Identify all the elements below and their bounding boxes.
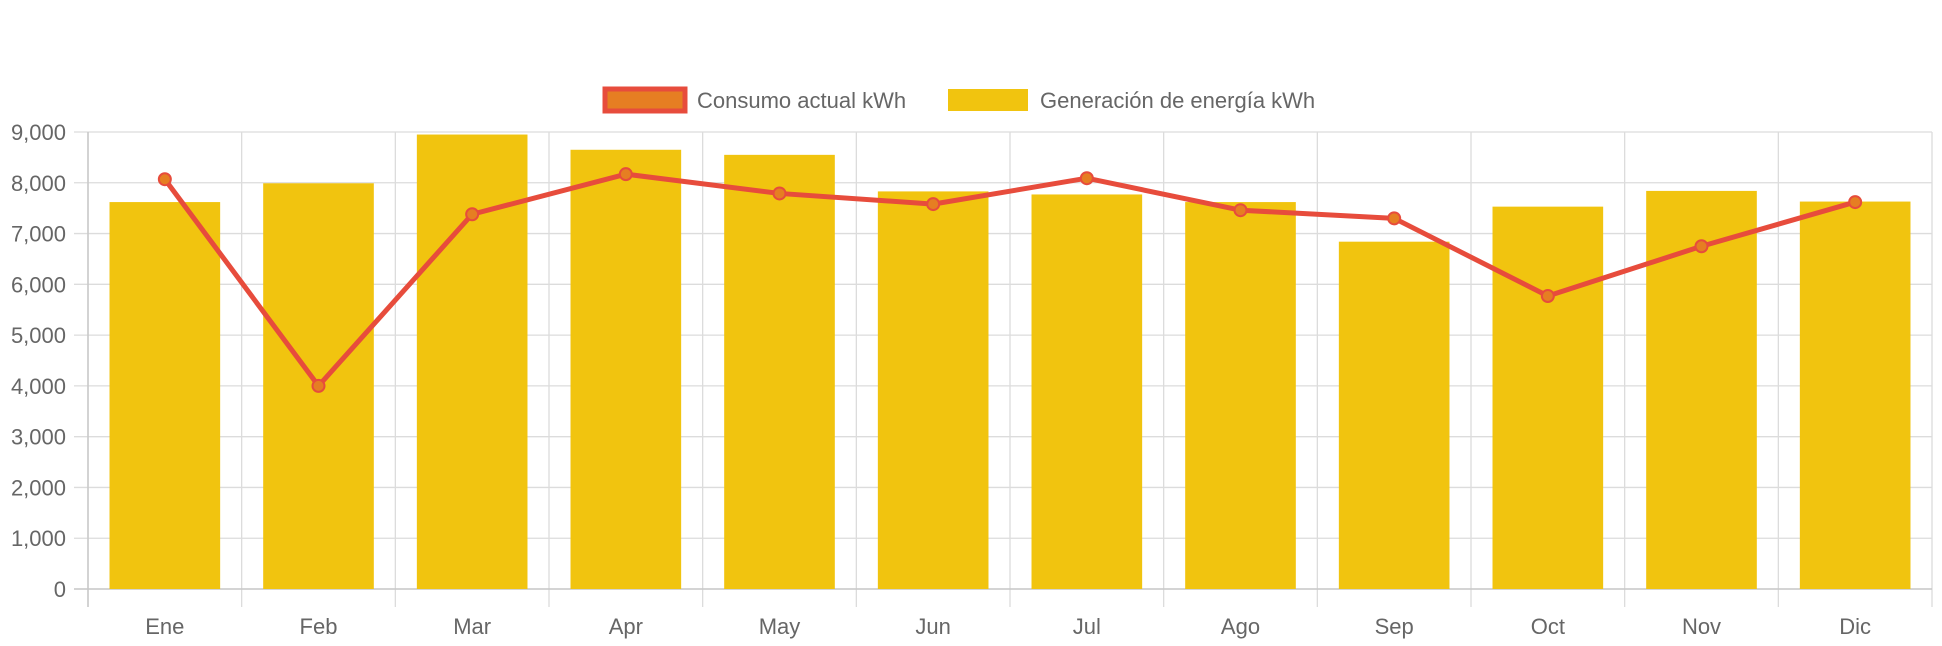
point-may: [772, 186, 787, 201]
y-tick-label: 3,000: [11, 425, 66, 450]
legend-label-generation: Generación de energía kWh: [1040, 88, 1315, 113]
grid: [74, 131, 1933, 607]
bar-jun: [877, 191, 989, 589]
bar-dic: [1799, 201, 1911, 589]
legend-swatch-generation: [948, 89, 1028, 111]
x-tick-label: May: [759, 614, 801, 639]
x-tick-label: Dic: [1839, 614, 1871, 639]
point-ago: [1233, 203, 1248, 218]
y-tick-label: 7,000: [11, 222, 66, 247]
point-oct: [1540, 289, 1555, 304]
y-tick-label: 8,000: [11, 171, 66, 196]
y-axis-ticks: 0 1,000 2,000 3,000 4,000 5,000 6,000 7,000 8,00…: [11, 120, 66, 602]
point-feb: [311, 378, 326, 393]
point-jul: [1079, 171, 1094, 186]
legend-item-generation[interactable]: Generación de energía kWh: [948, 88, 1315, 113]
x-tick-label: Ago: [1221, 614, 1260, 639]
y-tick-label: 9,000: [11, 120, 66, 145]
point-jun: [926, 197, 941, 212]
point-sep: [1387, 211, 1402, 226]
bar-oct: [1492, 206, 1604, 590]
x-tick-label: Ene: [145, 614, 184, 639]
consumption-line-path: [162, 171, 1858, 389]
point-apr: [618, 167, 633, 182]
point-ene: [157, 172, 172, 187]
legend-swatch-consumption: [602, 86, 688, 114]
bar-jul: [1031, 194, 1143, 589]
y-tick-label: 4,000: [11, 374, 66, 399]
bar-sep: [1338, 241, 1450, 589]
point-dic: [1848, 195, 1863, 210]
y-tick-label: 0: [54, 577, 66, 602]
generation-bars: [109, 134, 1911, 590]
x-tick-label: Jul: [1073, 614, 1101, 639]
x-tick-label: Jun: [915, 614, 950, 639]
point-nov: [1694, 239, 1709, 254]
bar-ago: [1185, 202, 1296, 589]
x-axis-ticks: Ene Feb Mar Apr May Jun Jul Ago Sep Oct Nov Dic: [145, 614, 1871, 639]
consumption-line: [157, 167, 1863, 393]
y-tick-label: 5,000: [11, 323, 66, 348]
bar-apr: [570, 149, 682, 589]
x-tick-label: Apr: [609, 614, 643, 639]
x-tick-label: Mar: [453, 614, 491, 639]
x-tick-label: Sep: [1375, 614, 1414, 639]
x-tick-label: Nov: [1682, 614, 1721, 639]
legend-item-consumption[interactable]: Consumo actual kWh: [602, 86, 906, 114]
bar-may: [724, 154, 835, 589]
bar-ene: [109, 202, 221, 589]
x-tick-label: Oct: [1531, 614, 1565, 639]
y-tick-label: 1,000: [11, 526, 66, 551]
x-tick-label: Feb: [300, 614, 338, 639]
point-mar: [465, 207, 480, 222]
legend: Consumo actual kWh Generación de energía…: [602, 86, 1315, 114]
legend-label-consumption: Consumo actual kWh: [697, 88, 906, 113]
y-tick-label: 2,000: [11, 475, 66, 500]
y-tick-label: 6,000: [11, 272, 66, 297]
